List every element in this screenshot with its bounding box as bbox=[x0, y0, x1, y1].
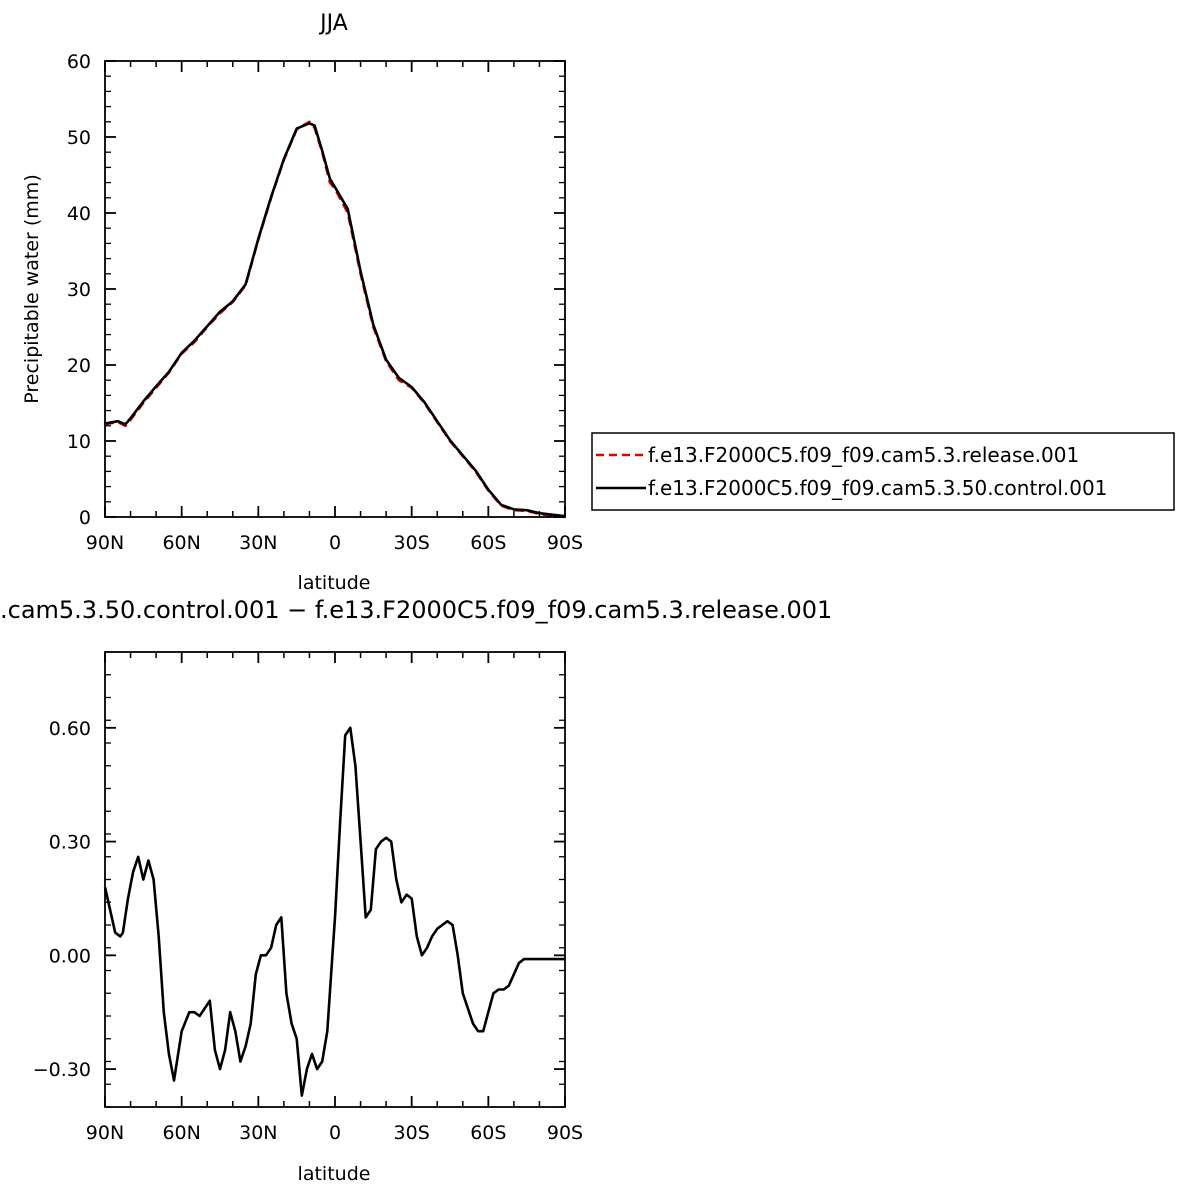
top-y-tick-label: 0 bbox=[79, 507, 91, 529]
bottom-y-tick-label: −0.30 bbox=[33, 1059, 91, 1081]
top-x-tick-label: 90N bbox=[86, 532, 124, 554]
bottom-x-tick-label: 30S bbox=[394, 1122, 430, 1144]
bottom-x-tick-label: 90N bbox=[86, 1122, 124, 1144]
top-plot-frame bbox=[104, 60, 566, 518]
bottom-x-tick-label: 0 bbox=[329, 1122, 341, 1144]
top-y-tick-label: 50 bbox=[67, 127, 91, 149]
bottom-y-tick-label: 0.00 bbox=[49, 945, 91, 967]
bottom-x-axis-label: latitude bbox=[298, 1163, 371, 1185]
top-y-tick-label: 30 bbox=[67, 279, 91, 301]
top-y-axis-label: Precipitable water (mm) bbox=[21, 174, 43, 403]
precipitable-water-panel: JJA 90N 60N 30N 0 30S 60S 90S 0 10 20 30 40 50 60 lat… bbox=[21, 11, 1175, 594]
top-chart-title: JJA bbox=[318, 11, 348, 36]
top-x-tick-label: 60S bbox=[470, 532, 506, 554]
legend: f.e13.F2000C5.f09_f09.cam5.3.release.001… bbox=[591, 432, 1175, 511]
bottom-x-tick-label: 30N bbox=[239, 1122, 277, 1144]
top-x-tick-label: 30S bbox=[394, 532, 430, 554]
bottom-x-tick-label: 60N bbox=[162, 1122, 200, 1144]
top-x-tick-label: 0 bbox=[329, 532, 341, 554]
top-y-tick-label: 60 bbox=[67, 51, 91, 73]
top-series-line-1 bbox=[104, 122, 566, 518]
bottom-series-line-0 bbox=[103, 726, 565, 1097]
bottom-y-tick-label: 0.30 bbox=[49, 832, 91, 854]
top-x-tick-label: 30N bbox=[239, 532, 277, 554]
bottom-y-tick-label: 0.60 bbox=[49, 718, 91, 740]
top-x-tick-label: 60N bbox=[162, 532, 200, 554]
top-plot-area: 90N 60N 30N 0 30S 60S 90S 0 10 20 30 40 50 60 bbox=[67, 51, 583, 554]
bottom-x-tick-label: 90S bbox=[547, 1122, 583, 1144]
legend-label-release: f.e13.F2000C5.f09_f09.cam5.3.release.001 bbox=[648, 443, 1079, 467]
top-y-tick-label: 10 bbox=[67, 431, 91, 453]
top-series-line-0 bbox=[104, 120, 566, 519]
top-y-tick-label: 20 bbox=[67, 355, 91, 377]
difference-panel: .cam5.3.50.control.001 − f.e13.F2000C5.f… bbox=[0, 596, 832, 1185]
legend-label-control: f.e13.F2000C5.f09_f09.cam5.3.50.control.… bbox=[648, 476, 1107, 500]
bottom-x-tick-label: 60S bbox=[470, 1122, 506, 1144]
bottom-plot-area: 90N 60N 30N 0 30S 60S 90S 0.60 0.30 0.00 −0.30 bbox=[33, 651, 583, 1144]
top-x-axis-label: latitude bbox=[298, 572, 371, 594]
top-x-tick-label: 90S bbox=[547, 532, 583, 554]
bottom-plot-frame bbox=[104, 651, 566, 1108]
legend-box bbox=[591, 432, 1175, 511]
top-y-tick-label: 40 bbox=[67, 203, 91, 225]
bottom-chart-title: .cam5.3.50.control.001 − f.e13.F2000C5.f… bbox=[0, 596, 832, 624]
